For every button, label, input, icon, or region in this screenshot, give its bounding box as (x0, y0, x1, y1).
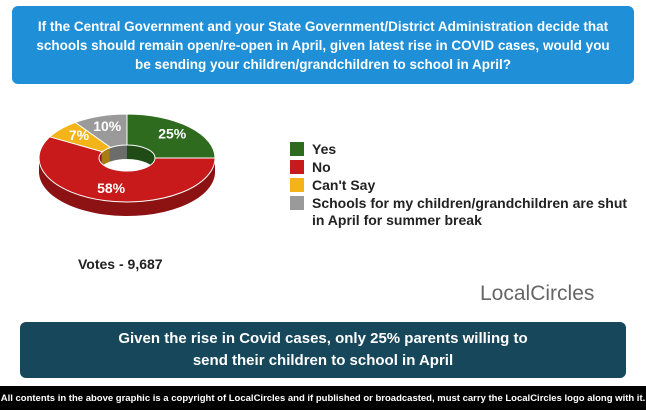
slice (74, 113, 128, 149)
slice (38, 136, 216, 203)
legend-entry: No (290, 159, 630, 176)
slice (126, 113, 216, 159)
legend-entry: Schools for my children/grandchildren ar… (290, 195, 630, 229)
question: If the Central Government and your State… (12, 6, 634, 84)
legend-entry: Can't Say (290, 177, 630, 194)
footer: All contents in the above graphic is a c… (0, 386, 646, 410)
summary: Given the rise in Covid cases, only 25% … (20, 322, 626, 378)
legend-label: Schools for my children/grandchildren ar… (312, 195, 628, 228)
value-label: 7% (69, 127, 90, 143)
logo: LocalCircles (480, 282, 595, 305)
legend-label: No (312, 159, 331, 175)
legend-swatch (290, 142, 304, 156)
legend-entry: Yes (290, 141, 630, 158)
value-label: 10% (93, 118, 122, 134)
legend-label: Yes (312, 141, 337, 157)
value-label: 58% (97, 180, 126, 196)
value-label: 25% (158, 126, 187, 142)
legend-swatch (290, 160, 304, 174)
legend-swatch (290, 196, 304, 210)
votes: Votes - 9,687 (78, 256, 163, 272)
legend-swatch (290, 178, 304, 192)
legend-label: Can't Say (312, 177, 376, 193)
